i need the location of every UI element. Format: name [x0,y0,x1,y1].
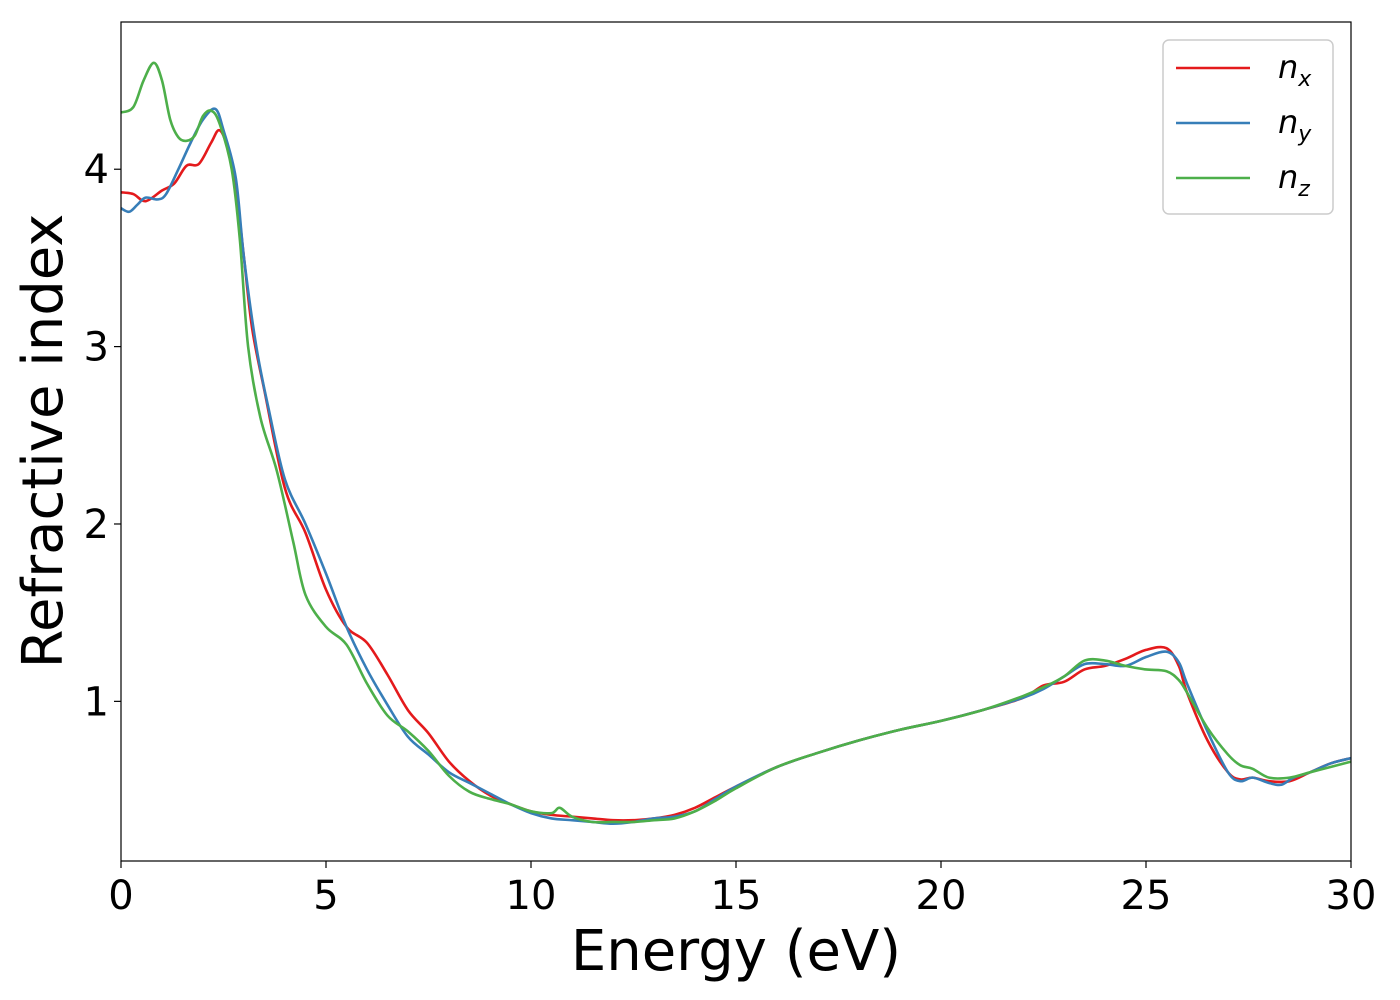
x-tick-label: 20 [916,873,967,919]
x-tick-label: 5 [313,873,338,919]
y-tick-label: 4 [84,147,109,193]
x-axis-label: Energy (eV) [571,919,901,984]
series-line-nz [120,61,1352,824]
y-axis-label: Refractive index [11,214,76,669]
y-tick-label: 3 [84,325,109,371]
series-line-nx [120,128,1352,822]
legend-box [1162,39,1334,215]
x-tick-label: 10 [506,873,557,919]
x-tick-label: 15 [711,873,762,919]
x-tick-label: 30 [1326,873,1377,919]
x-axis-ticks: 0 5 10 15 20 25 30 [108,861,1376,919]
y-axis-ticks: 1 2 3 4 [84,147,121,725]
x-tick-label: 0 [108,873,133,919]
series-layer [120,61,1352,826]
y-tick-label: 1 [84,679,109,725]
series-line-ny [120,107,1352,826]
x-tick-label: 25 [1121,873,1172,919]
y-tick-label: 2 [84,502,109,548]
